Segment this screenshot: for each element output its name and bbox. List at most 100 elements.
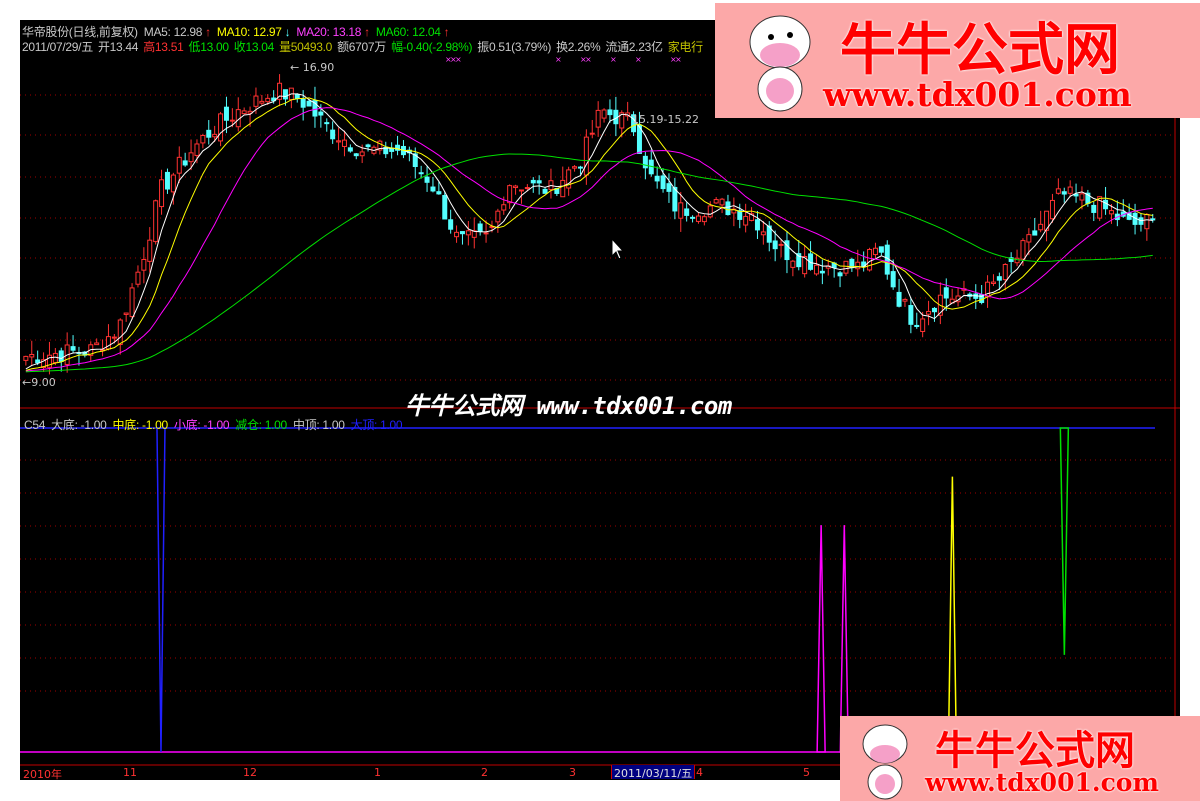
candle-body [277, 82, 283, 100]
candle-body [359, 151, 365, 157]
candle-body [796, 253, 802, 268]
quote-close: 收13.04 [233, 40, 275, 54]
candle-body [902, 298, 908, 302]
candle-body [914, 324, 920, 328]
cow-mascot-icon [749, 15, 811, 112]
ma20-value: MA20: 13.18 [296, 25, 362, 39]
candle-body [589, 132, 595, 135]
candle-body [94, 342, 100, 346]
candle-body [253, 95, 259, 107]
candle-body [135, 271, 141, 285]
candle-body [996, 276, 1002, 281]
candle-body [147, 239, 153, 262]
candle-body [318, 111, 324, 116]
candle-body [58, 350, 64, 362]
range-label: 15.19-15.22 [632, 113, 699, 126]
candle-body [436, 191, 442, 195]
ma-header: 华帝股份(日线,前复权) MA5: 12.98 ↑ MA10: 12.97 ↓ MA… [22, 23, 452, 40]
candle-body [778, 243, 784, 246]
axis-label: 1 [374, 766, 381, 779]
candle-body [29, 353, 35, 358]
candle-body [265, 97, 271, 103]
candle-body [336, 140, 342, 143]
signal-marker: × [455, 55, 462, 64]
candle-body [1026, 234, 1032, 243]
candle-body [153, 200, 159, 243]
logo-title: 牛牛公式网 [935, 727, 1135, 774]
indicator-spike [156, 427, 166, 753]
quote-volume: 量50493.0 [279, 40, 333, 54]
candle-body [518, 189, 524, 192]
axis-label: 2 [481, 766, 488, 779]
candle-body [731, 208, 737, 214]
candle-body [194, 143, 200, 156]
logo-banner-top: 牛牛公式网 www.tdx001.com [715, 3, 1200, 118]
indicator-xiao-di: 小底: -1.00 [173, 418, 230, 432]
ma5-line [25, 93, 1153, 370]
signal-marker: × [585, 55, 592, 64]
quote-amplitude: 振0.51(3.79%) [477, 40, 552, 54]
quote-change: 幅-0.40(-2.98%) [391, 40, 473, 54]
candle-body [395, 144, 401, 151]
quote-low: 低13.00 [188, 40, 230, 54]
candle-body [164, 171, 170, 190]
candle-body [1002, 264, 1008, 281]
candle-body [743, 215, 749, 226]
quote-turnover: 换2.26% [556, 40, 601, 54]
candle-body [347, 147, 353, 152]
candle-body [530, 179, 536, 184]
quote-open: 开13.44 [97, 40, 139, 54]
candle-body [713, 199, 719, 204]
quote-sector: 家电行 [667, 40, 703, 54]
candle-body [837, 272, 843, 277]
candle-body [878, 246, 884, 253]
candle-body [701, 216, 707, 223]
chart-screen[interactable]: ← 16.90 ←9.00 15.19-15.22 × × × × × × × × × × 华帝股份(日… [20, 20, 1180, 781]
candle-body [448, 219, 454, 230]
candle-body [1038, 223, 1044, 231]
high-price-label: ← 16.90 [290, 61, 334, 74]
arrow-up-icon: ↑ [205, 25, 211, 39]
candle-body [188, 152, 194, 163]
arrow-up-icon: ↑ [364, 25, 370, 39]
candle-body [920, 318, 926, 332]
candle-body [259, 100, 265, 104]
indicator-name: C54 [24, 418, 46, 432]
candle-body [926, 310, 932, 315]
candle-body [465, 230, 471, 236]
candle-body [324, 122, 330, 125]
candle-body [784, 240, 790, 261]
candle-body [200, 135, 206, 144]
candle-body [182, 160, 188, 166]
signal-marker: × [450, 55, 457, 64]
ma10-line [25, 97, 1153, 371]
candle-body [1150, 218, 1156, 221]
candle-body [1061, 191, 1067, 195]
candle-body [442, 195, 448, 220]
candle-body [790, 260, 796, 268]
signal-marker: × [580, 55, 587, 64]
candle-body [1097, 196, 1103, 219]
candle-body [737, 210, 743, 220]
candle-body [872, 247, 878, 256]
candle-body [1049, 199, 1055, 220]
candle-body [52, 352, 58, 364]
candle-body [636, 124, 642, 154]
candle-body [690, 216, 696, 219]
candle-body [560, 179, 566, 198]
candle-body [377, 140, 383, 151]
candle-body [678, 202, 684, 219]
axis-label: 3 [569, 766, 576, 779]
indicator-jian-cang: 减仓: 1.00 [235, 418, 287, 432]
candle-body [1108, 210, 1114, 215]
candle-body [430, 186, 436, 192]
candle-body [507, 185, 513, 204]
candle-body [536, 180, 542, 184]
candle-body [666, 183, 672, 192]
signal-marker: × [555, 55, 562, 64]
candle-body [123, 312, 129, 315]
candle-body [908, 305, 914, 325]
candle-body [754, 219, 760, 231]
candle-body [1144, 213, 1150, 230]
